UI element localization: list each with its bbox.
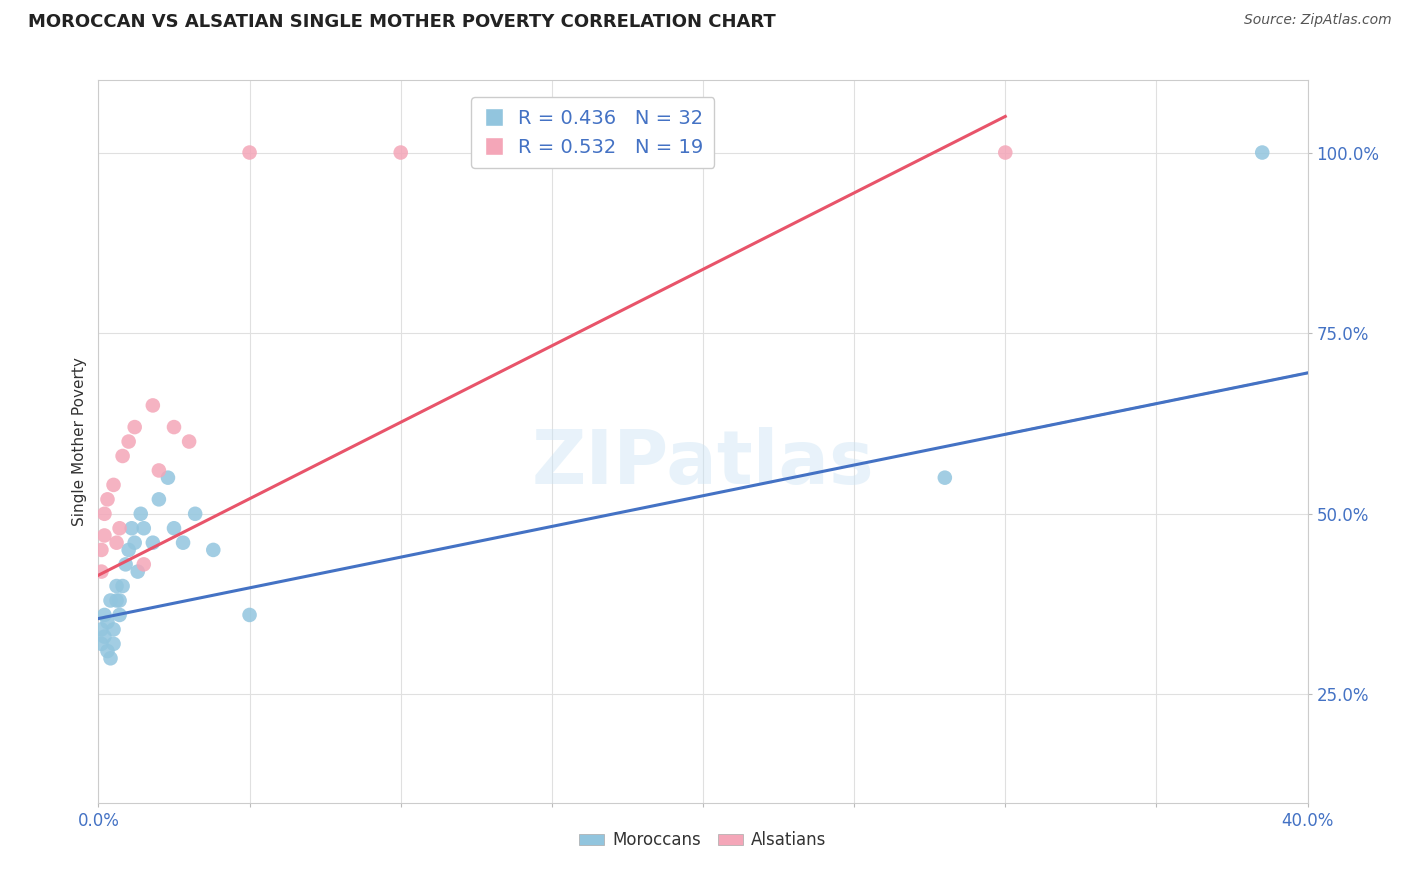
Point: [103, 637, 125, 651]
Point: [108, 593, 131, 607]
Point: [132, 521, 155, 535]
Point: [105, 579, 128, 593]
Point: [105, 593, 128, 607]
Point: [108, 521, 131, 535]
Point: [127, 565, 149, 579]
Point: [121, 521, 143, 535]
Point: [100, 651, 122, 665]
Point: [90, 637, 112, 651]
Point: [129, 507, 152, 521]
Point: [93, 630, 115, 644]
Point: [90, 542, 112, 557]
Text: MOROCCAN VS ALSATIAN SINGLE MOTHER POVERTY CORRELATION CHART: MOROCCAN VS ALSATIAN SINGLE MOTHER POVER…: [28, 13, 776, 31]
Point: [239, 607, 262, 622]
Point: [118, 542, 141, 557]
Y-axis label: Single Mother Poverty: Single Mother Poverty: [72, 357, 87, 526]
Point: [172, 535, 194, 549]
Point: [163, 420, 186, 434]
Point: [103, 623, 125, 637]
Point: [934, 470, 956, 484]
Text: Source: ZipAtlas.com: Source: ZipAtlas.com: [1244, 13, 1392, 28]
Point: [93, 507, 115, 521]
Point: [111, 449, 134, 463]
Point: [132, 558, 155, 572]
Point: [114, 558, 136, 572]
Point: [124, 535, 146, 549]
Text: ZIPatlas: ZIPatlas: [531, 426, 875, 500]
Point: [202, 542, 225, 557]
Point: [1251, 145, 1274, 160]
Point: [96, 615, 118, 630]
Point: [148, 463, 170, 477]
Point: [100, 593, 122, 607]
Point: [93, 607, 115, 622]
Point: [96, 492, 118, 507]
Point: [105, 535, 128, 549]
Point: [163, 521, 186, 535]
Point: [124, 420, 146, 434]
Point: [108, 607, 131, 622]
Point: [111, 579, 134, 593]
Point: [142, 398, 165, 412]
Point: [389, 145, 412, 160]
Point: [90, 565, 112, 579]
Point: [93, 528, 115, 542]
Point: [142, 535, 165, 549]
Point: [994, 145, 1017, 160]
Point: [239, 145, 262, 160]
Point: [90, 623, 112, 637]
Point: [96, 644, 118, 658]
Legend: Moroccans, Alsatians: Moroccans, Alsatians: [572, 824, 834, 856]
Point: [103, 478, 125, 492]
Point: [148, 492, 170, 507]
Point: [156, 470, 179, 484]
Point: [118, 434, 141, 449]
Point: [184, 507, 207, 521]
Point: [179, 434, 201, 449]
